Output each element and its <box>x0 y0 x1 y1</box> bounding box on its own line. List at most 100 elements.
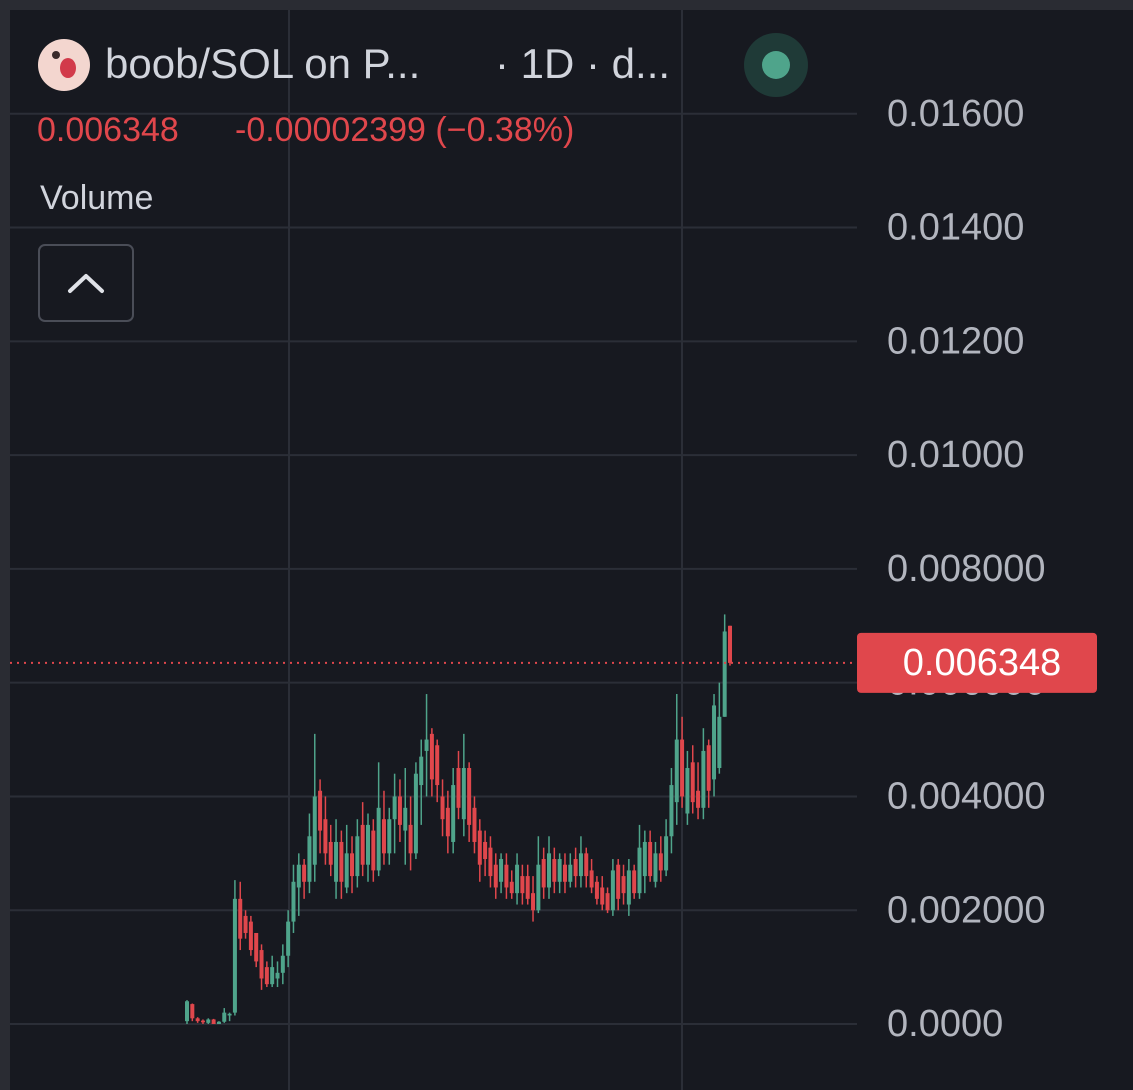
candle-body <box>605 893 610 911</box>
candle-body <box>472 807 477 842</box>
candle-body <box>515 864 520 894</box>
chevron-icon <box>68 274 104 293</box>
candle-body <box>445 807 450 837</box>
last-price: 0.006348 <box>37 111 179 149</box>
candle-body <box>254 932 259 962</box>
candle-body <box>291 881 296 922</box>
candle-body <box>302 864 307 882</box>
grid <box>10 10 857 1090</box>
candle-body <box>408 824 413 854</box>
candle-body <box>690 762 695 803</box>
candle-body <box>467 768 472 825</box>
candle-body <box>264 967 269 985</box>
candle-body <box>552 859 557 882</box>
candle-body <box>674 739 679 803</box>
candle-body <box>547 853 551 888</box>
candle-body <box>381 819 386 854</box>
candle-body <box>509 881 514 894</box>
candle-body <box>413 773 418 854</box>
candle-body <box>616 864 621 899</box>
candle-body <box>403 807 408 831</box>
candle-body <box>584 853 589 877</box>
candle-body <box>366 824 370 865</box>
candle-body <box>610 870 615 911</box>
candle-body <box>429 733 434 780</box>
y-tick-label: 0.01400 <box>887 207 1024 249</box>
candle-body <box>696 790 701 808</box>
candle-body <box>339 841 344 882</box>
collapse-button[interactable] <box>38 244 134 322</box>
candle-body <box>227 1013 232 1016</box>
candle-body <box>270 967 275 985</box>
candle-body <box>232 898 237 1013</box>
status-dot <box>762 51 790 79</box>
candle-body <box>669 785 674 837</box>
candle-body <box>493 864 498 888</box>
candle-body <box>392 796 397 820</box>
candle-body <box>504 864 509 888</box>
icon-lips <box>60 58 76 78</box>
candle-body <box>318 790 323 831</box>
candle-body <box>461 768 466 820</box>
candle-body <box>350 853 355 877</box>
candle-body <box>483 841 488 860</box>
candle-body <box>477 830 482 865</box>
candle-body <box>642 841 647 877</box>
icon-eye <box>52 51 60 59</box>
candle-body <box>456 768 461 808</box>
candle-body <box>685 768 690 814</box>
candle-body <box>328 841 333 865</box>
candle-body <box>648 841 653 877</box>
candle-body <box>222 1012 227 1022</box>
axis: 0.00000.0020000.0040000.0060000.0080000.… <box>10 93 1097 1045</box>
candle-body <box>568 864 573 882</box>
candle-body <box>722 631 727 717</box>
candles <box>185 614 732 1025</box>
candle-body <box>712 705 717 780</box>
candle-body <box>211 1019 216 1025</box>
candle-body <box>706 745 711 791</box>
y-tick-label: 0.008000 <box>887 548 1046 590</box>
candle-body <box>557 859 562 882</box>
candle-body <box>355 836 360 877</box>
candle-body <box>637 847 642 894</box>
y-tick-label: 0.004000 <box>887 775 1046 817</box>
candle-body <box>621 876 626 894</box>
indicator-name: Volume <box>40 179 153 217</box>
symbol-title: boob/SOL on P... <box>105 40 420 87</box>
candle-body <box>562 864 567 882</box>
candle-body <box>259 950 264 979</box>
candle-body <box>387 819 392 854</box>
y-tick-label: 0.01000 <box>887 434 1024 476</box>
candle-body <box>243 915 248 933</box>
candle-body <box>451 785 456 842</box>
candle-body <box>600 887 605 905</box>
candle-body <box>371 830 376 871</box>
candle-body <box>238 898 243 939</box>
candle-body <box>185 1001 189 1022</box>
candle-body <box>658 853 663 871</box>
candle-body <box>499 859 504 882</box>
candle-body <box>280 955 285 973</box>
candle-body <box>589 870 594 888</box>
candle-body <box>360 824 365 865</box>
candle-body <box>488 847 493 877</box>
candle-body <box>397 796 402 825</box>
candle-body <box>323 819 328 854</box>
y-tick-label: 0.002000 <box>887 889 1046 931</box>
symbol-icon <box>38 39 90 91</box>
candle-body <box>664 836 669 871</box>
candle-body <box>626 870 631 905</box>
candle-body <box>435 745 440 786</box>
candle-body <box>275 972 280 979</box>
candle-body <box>376 807 381 871</box>
candle-body <box>334 841 339 882</box>
candle-body <box>195 1018 200 1022</box>
candle-body <box>525 876 530 899</box>
y-tick-label: 0.01200 <box>887 320 1024 362</box>
candle-body <box>531 893 536 911</box>
candle-body <box>520 876 525 894</box>
candle-body <box>206 1019 211 1023</box>
candle-body <box>578 853 583 877</box>
candle-body <box>312 796 317 865</box>
